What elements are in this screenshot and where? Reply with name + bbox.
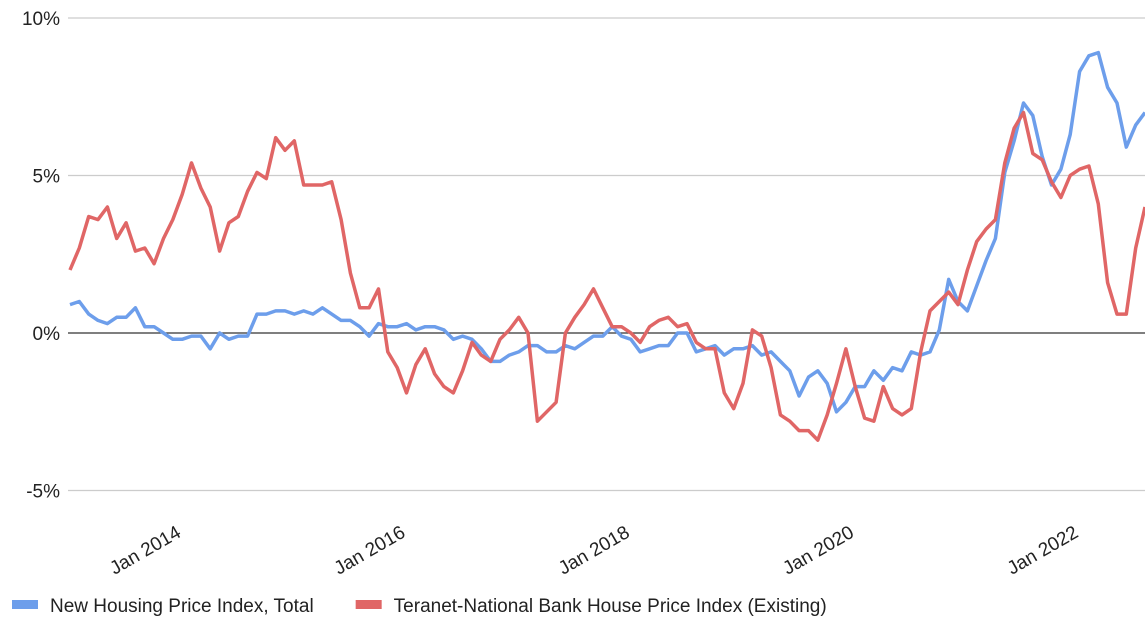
legend-item: New Housing Price Index, Total [12,596,314,617]
x-tick-label: Jan 2018 [555,522,633,579]
x-tick-label: Jan 2016 [331,522,409,579]
x-tick-label: Jan 2022 [1004,522,1082,579]
legend-item: Teranet-National Bank House Price Index … [355,596,827,617]
series-line [69,50,1145,414]
series-line [68,110,1145,442]
legend-swatch [12,600,38,609]
legend-label: Teranet-National Bank House Price Index … [394,596,827,617]
x-tick-label: Jan 2020 [780,522,858,579]
legend-label: New Housing Price Index, Total [50,596,314,617]
y-tick-label: 5% [33,167,61,188]
y-tick-label: -5% [26,482,60,503]
legend-swatch [355,600,382,609]
y-tick-label: 0% [33,324,61,345]
y-tick-label: 10% [22,9,60,30]
x-tick-label: Jan 2014 [106,522,185,579]
